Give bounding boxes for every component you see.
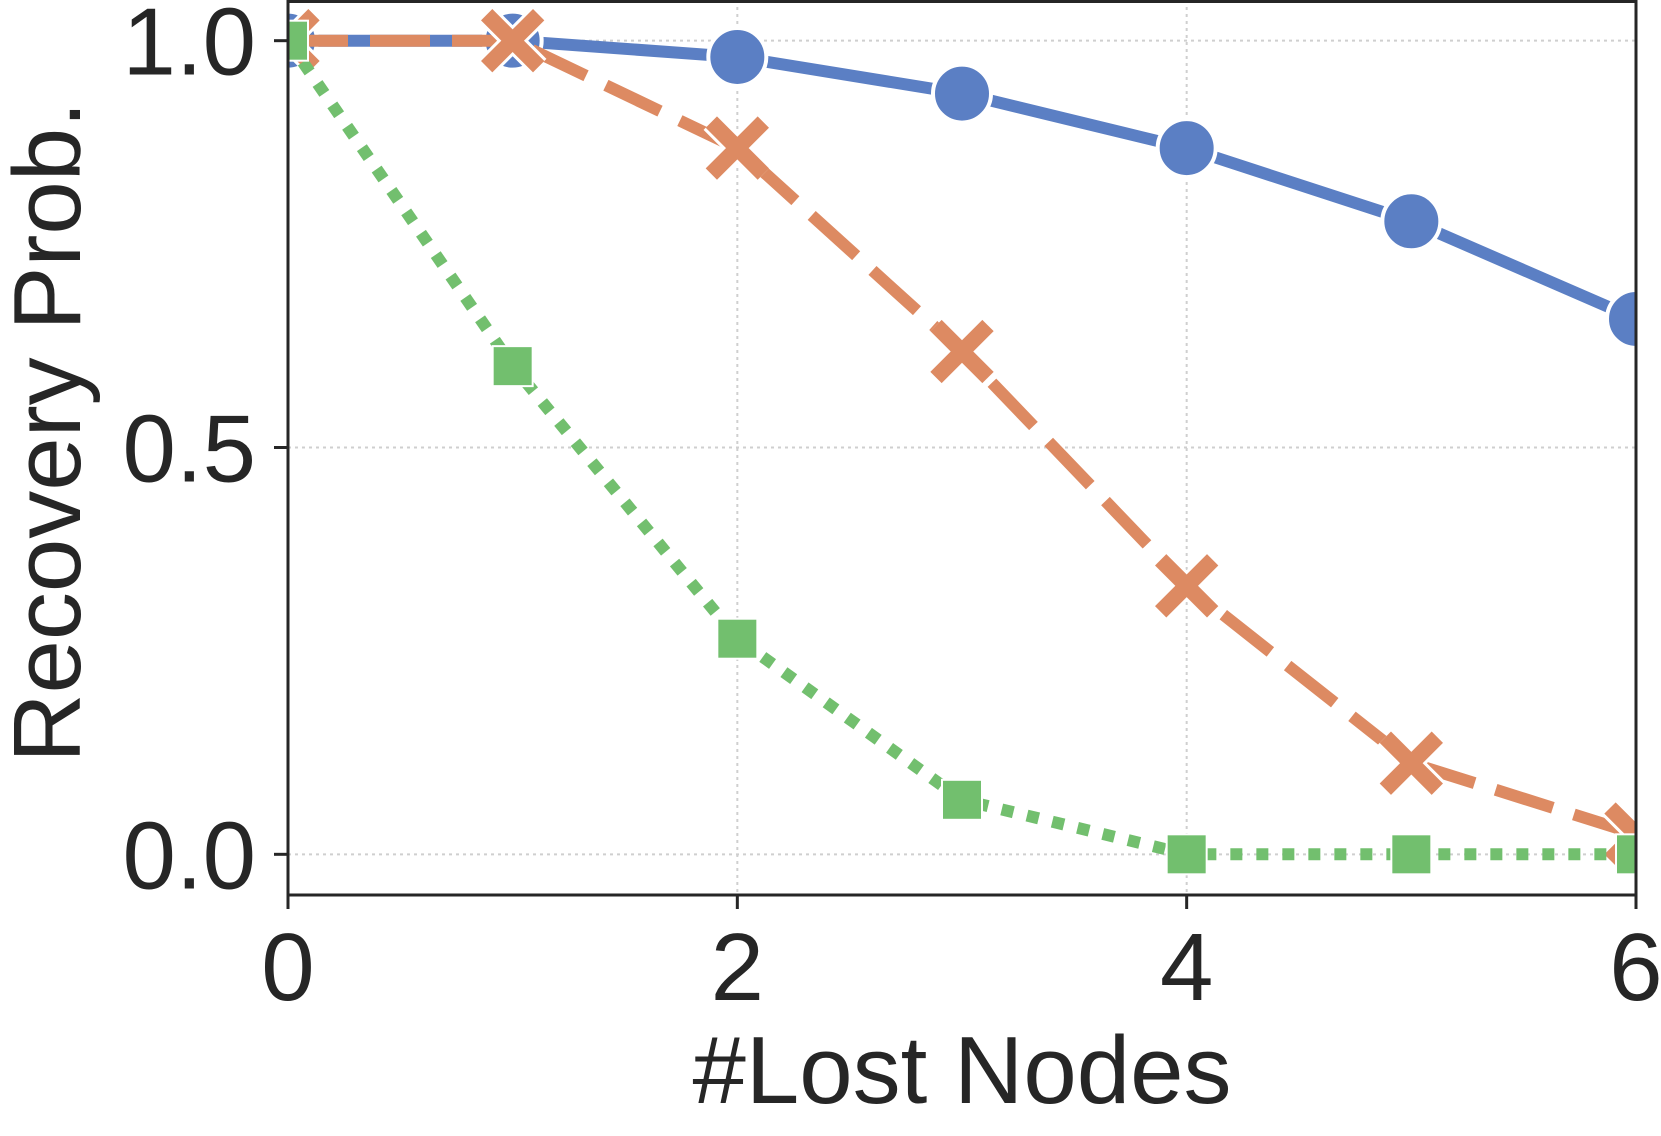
series-layer: [288, 6, 1636, 876]
x-tick-label: 0: [261, 914, 314, 1021]
axis-labels: #Lost Nodes Recovery Prob.: [0, 101, 1232, 1124]
y-tick-label: 1.0: [123, 0, 256, 96]
series-1-point: [706, 25, 769, 88]
series-2-point: [705, 116, 769, 180]
series-3-point: [716, 617, 759, 660]
series-2-point: [1379, 731, 1443, 795]
series-2-point: [481, 9, 545, 73]
series-1-point: [931, 62, 993, 125]
series-3: [288, 19, 1636, 876]
series-3-point: [491, 345, 534, 388]
series-2: [288, 6, 1636, 868]
axes: 0 2 4 6 0.0 0.5 1.0: [123, 0, 1661, 1021]
series-2-point: [1155, 554, 1219, 618]
y-tick-label: 0.0: [123, 802, 256, 909]
y-axis-label: Recovery Prob.: [0, 101, 101, 763]
x-tick-label: 6: [1609, 914, 1661, 1021]
series-3-point: [1165, 833, 1208, 876]
series-1-point: [1605, 287, 1636, 350]
series-1-point: [1380, 190, 1443, 253]
series-3-point: [1615, 833, 1636, 876]
x-axis-label: #Lost Nodes: [692, 1017, 1231, 1124]
series-1-point: [1155, 117, 1218, 180]
series-2-point: [930, 319, 994, 384]
series-3-point: [288, 19, 309, 62]
x-tick-label: 4: [1160, 914, 1213, 1021]
x-tick-label: 2: [711, 914, 764, 1021]
series-3-point: [1390, 833, 1433, 876]
y-tick-label: 0.5: [123, 396, 256, 503]
series-3-point: [941, 778, 983, 821]
